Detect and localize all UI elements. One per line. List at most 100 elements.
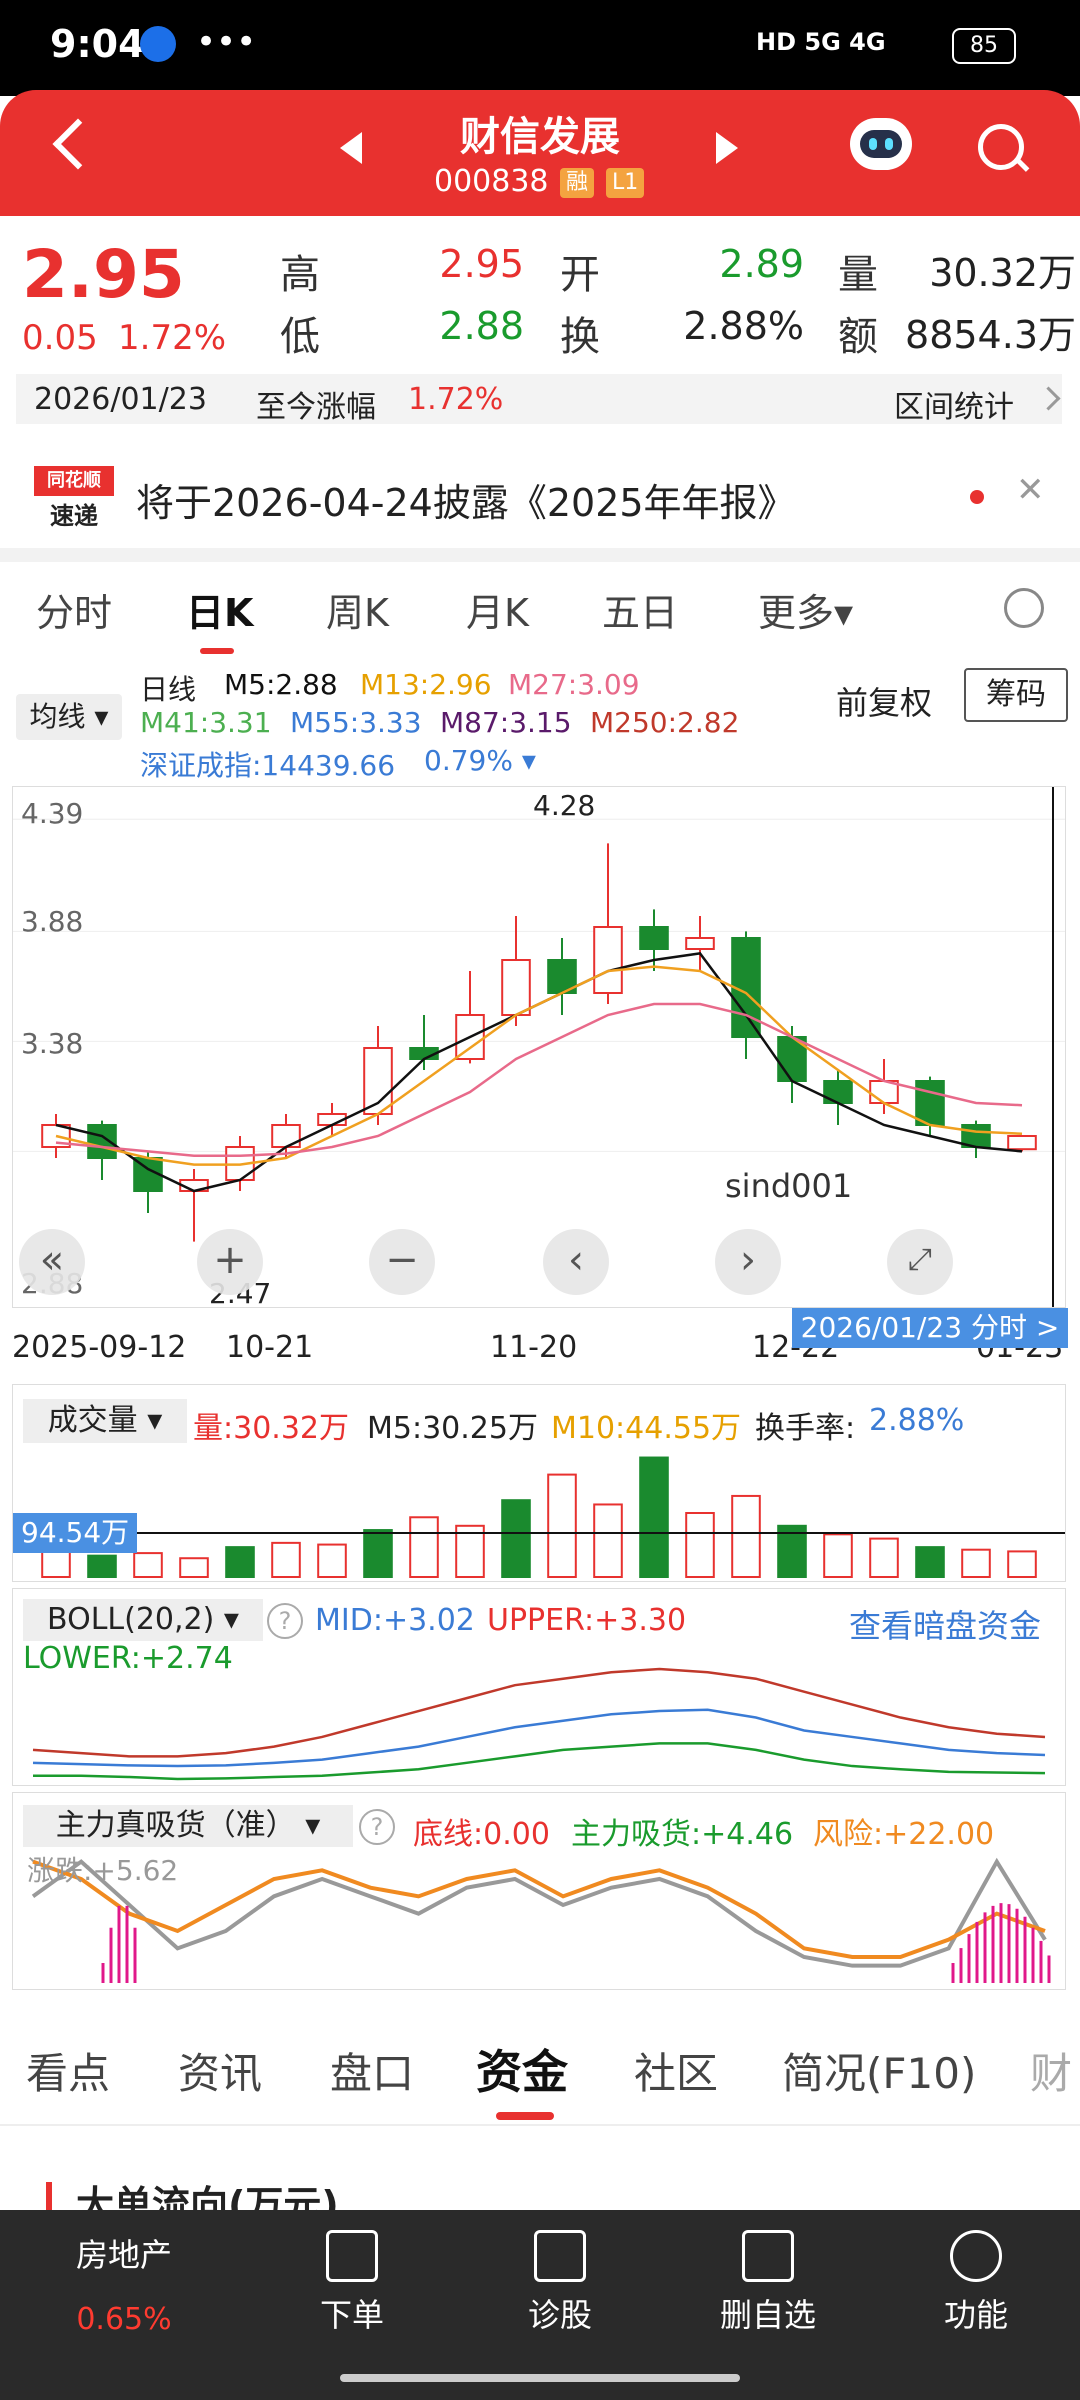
help-icon[interactable]: ? (359, 1809, 395, 1845)
candle-9 (455, 1014, 485, 1060)
bottom-nav: 房地产 0.65% 下单 诊股 删自选 功能 (0, 2210, 1080, 2400)
zl-line-1 (32, 1859, 1046, 1959)
zoom-out-far-button[interactable]: « (19, 1229, 85, 1295)
diagnose-label: 诊股 (527, 2296, 592, 2334)
since-label: 至今涨幅 (256, 390, 376, 425)
open-label: 开 (560, 252, 600, 298)
scroll-right-button[interactable]: › (715, 1229, 781, 1295)
close-icon[interactable]: ✕ (1016, 470, 1045, 510)
candle-19 (915, 1080, 945, 1126)
price-change: 0.05 (22, 318, 98, 358)
volume-svg (13, 1456, 1065, 1579)
main-force-panel: 主力真吸货（准） ▾ ? 底线:0.00 主力吸货:+4.46 风险:+22.0… (12, 1792, 1066, 1990)
chips-button[interactable]: 筹码 (964, 668, 1068, 722)
help-icon[interactable]: ? (267, 1603, 303, 1639)
section-accent (46, 2182, 52, 2214)
turnover-label: 换 (560, 314, 600, 360)
kline-chart[interactable]: 4.39 3.88 3.38 2.88 4.28 2.47 sind001 « … (12, 786, 1066, 1310)
max-price-label: 4.28 (533, 789, 596, 822)
volume-bar-6 (317, 1543, 347, 1578)
interval-stats-link[interactable]: 区间统计 (894, 390, 1014, 425)
zl-absorb: 主力吸货:+4.46 (571, 1817, 794, 1852)
volume-m10: M10:44.55万 (551, 1411, 742, 1446)
volume-bar-15 (731, 1494, 761, 1578)
volume-bar-18 (869, 1537, 899, 1579)
adjust-mode[interactable]: 前复权 (836, 684, 933, 722)
tab-f10[interactable]: 简况(F10) (782, 2049, 977, 2098)
volume-value: 量:30.32万 (193, 1411, 349, 1446)
zoom-in-button[interactable]: + (197, 1229, 263, 1295)
tab-orderbook[interactable]: 盘口 (330, 2049, 415, 2098)
home-indicator (340, 2374, 740, 2382)
low-value: 2.88 (439, 304, 524, 348)
announcement-notice[interactable]: 同花顺 速递 将于2026-04-24披露《2025年年报》 ✕ (0, 440, 1080, 548)
volume-bar-12 (593, 1503, 623, 1578)
tab-five-day[interactable]: 五日 (602, 591, 679, 635)
kline-svg (13, 787, 1065, 1307)
zl-line-0 (31, 1857, 1047, 1968)
index-pct[interactable]: 0.79% ▾ (424, 744, 536, 777)
tab-monthly-k[interactable]: 月K (466, 591, 529, 635)
remove-watchlist-button[interactable]: 删自选 (688, 2230, 848, 2336)
tab-news[interactable]: 资讯 (178, 2049, 263, 2098)
current-date-tag[interactable]: 2026/01/23 分时 > (792, 1308, 1068, 1348)
sector-pct: 0.65% (76, 2302, 172, 2337)
y-tick-mid2: 3.38 (21, 1027, 84, 1060)
y-tick-mid1: 3.88 (21, 905, 84, 938)
tab-finance[interactable]: 财 (1030, 2049, 1073, 2098)
fullscreen-button[interactable]: ⤢ (887, 1229, 953, 1295)
index-value: 深证成指:14439.66 (140, 749, 396, 782)
dark-pool-link[interactable]: 查看暗盘资金 (849, 1607, 1042, 1645)
date-row: 2026/01/23 至今涨幅 1.72% 区间统计 (16, 374, 1062, 425)
tab-community[interactable]: 社区 (634, 2049, 719, 2098)
volume-bar-1 (87, 1554, 117, 1579)
search-icon[interactable] (978, 124, 1024, 170)
tab-more[interactable]: 更多▾ (758, 591, 854, 635)
functions-button[interactable]: 功能 (896, 2230, 1056, 2336)
unread-dot-icon (970, 490, 984, 504)
open-value: 2.89 (719, 242, 804, 286)
x-label-0: 2025-09-12 (12, 1330, 187, 1365)
settings-icon[interactable] (1004, 588, 1044, 628)
tab-fenshi[interactable]: 分时 (36, 591, 113, 635)
ma-m55: M55:3.33 (290, 706, 422, 739)
tab-weekly-k[interactable]: 周K (326, 591, 389, 635)
volume-bar-10 (501, 1499, 531, 1578)
ma-type: 日线 (140, 673, 197, 706)
volume-bar-3 (179, 1557, 209, 1579)
volume-bar-0 (41, 1550, 71, 1578)
sector-button[interactable]: 房地产 0.65% (44, 2230, 204, 2337)
stock-header: 财信发展 000838 融 L1 (0, 90, 1080, 216)
volume-dropdown[interactable]: 成交量 ▾ (23, 1399, 187, 1443)
tab-funds[interactable]: 资金 (476, 2045, 568, 2099)
tab-daily-k[interactable]: 日K (186, 591, 254, 635)
since-value: 1.72% (408, 382, 504, 417)
tab-highlights[interactable]: 看点 (26, 2049, 111, 2098)
status-dots: ••• (196, 22, 257, 62)
order-icon (326, 2230, 378, 2282)
zl-base: 底线:0.00 (413, 1817, 550, 1852)
x-label-1: 10-21 (226, 1330, 314, 1365)
ths-logo-top: 同花顺 (34, 466, 114, 496)
order-button[interactable]: 下单 (272, 2230, 432, 2336)
prev-stock-icon[interactable] (340, 132, 362, 164)
next-stock-icon[interactable] (716, 132, 738, 164)
ma-m41: M41:3.31 (140, 706, 272, 739)
scroll-left-button[interactable]: ‹ (543, 1229, 609, 1295)
robot-assistant-icon[interactable] (850, 118, 912, 170)
volume-bar-14 (685, 1512, 715, 1578)
zl-risk: 风险:+22.00 (813, 1817, 995, 1852)
indicator-dropdown[interactable]: 均线 ▾ (16, 694, 122, 740)
high-label: 高 (280, 252, 320, 298)
zoom-out-button[interactable]: − (369, 1229, 435, 1295)
ma-m27: M27:3.09 (508, 668, 640, 701)
boll-dropdown[interactable]: BOLL(20,2) ▾ (23, 1599, 263, 1641)
active-content-tab-indicator (496, 2112, 554, 2120)
ma-line-m27 (55, 1002, 1023, 1158)
functions-icon (950, 2230, 1002, 2282)
chevron-right-icon (1036, 386, 1061, 411)
main-force-dropdown[interactable]: 主力真吸货（准） ▾ (23, 1805, 353, 1847)
diagnose-icon (534, 2230, 586, 2282)
network-indicator: HD 5G 4G (756, 28, 886, 56)
diagnose-button[interactable]: 诊股 (480, 2230, 640, 2336)
